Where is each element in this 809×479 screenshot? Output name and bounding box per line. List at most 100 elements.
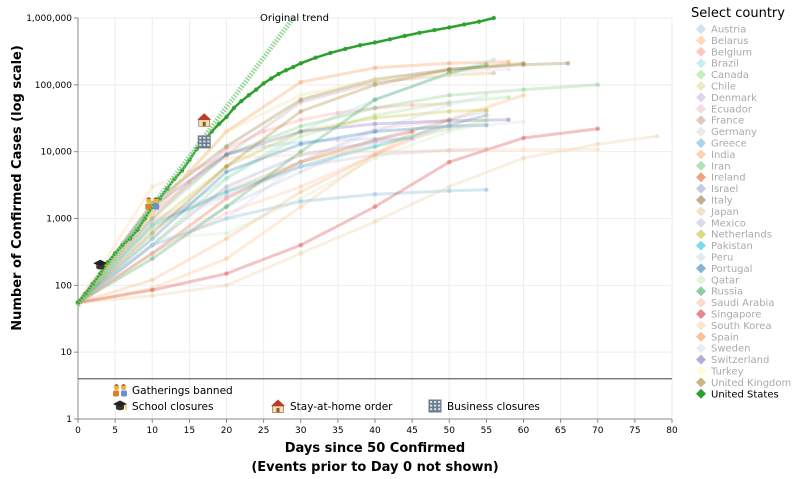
legend-item-peru[interactable]: Peru bbox=[696, 252, 733, 264]
legend-item-ireland[interactable]: Ireland bbox=[696, 172, 746, 184]
legend-swatch bbox=[696, 81, 706, 91]
data-point bbox=[224, 196, 229, 201]
data-point bbox=[372, 129, 378, 134]
series-pakistan bbox=[75, 112, 489, 306]
legend-item-russia[interactable]: Russia bbox=[696, 286, 743, 298]
event-gatherings-icon bbox=[145, 197, 160, 210]
legend-item-canada[interactable]: Canada bbox=[696, 69, 749, 82]
data-point bbox=[372, 149, 378, 155]
legend-item-chile[interactable]: Chile bbox=[696, 81, 736, 93]
legend-item-austria[interactable]: Austria bbox=[696, 24, 746, 36]
legend-item-greece[interactable]: Greece bbox=[696, 138, 747, 150]
data-point bbox=[224, 187, 229, 193]
data-point bbox=[446, 117, 452, 123]
data-point bbox=[372, 137, 378, 143]
legend-item-india[interactable]: India bbox=[696, 149, 736, 161]
data-point bbox=[224, 164, 229, 169]
legend-item-italy[interactable]: Italy bbox=[696, 195, 733, 207]
series-line bbox=[76, 118, 451, 305]
data-point bbox=[521, 92, 526, 98]
data-point bbox=[372, 97, 378, 103]
data-point bbox=[298, 159, 304, 165]
legend-item-switzerland[interactable]: Switzerland bbox=[696, 354, 769, 367]
data-point bbox=[149, 226, 155, 232]
legend-item-japan[interactable]: Japan bbox=[696, 206, 739, 218]
legend-item-qatar[interactable]: Qatar bbox=[696, 274, 740, 287]
data-point bbox=[298, 189, 304, 195]
x-axis-title: Days since 50 Confirmed bbox=[285, 441, 465, 456]
legend-item-france[interactable]: France bbox=[696, 115, 744, 127]
x-tick-label: 70 bbox=[592, 426, 604, 436]
legend-item-pakistan[interactable]: Pakistan bbox=[696, 240, 753, 253]
data-point bbox=[261, 81, 266, 86]
legend-item-belarus[interactable]: Belarus bbox=[696, 35, 749, 47]
data-point bbox=[461, 22, 467, 27]
data-point bbox=[357, 43, 363, 48]
data-point bbox=[298, 164, 304, 169]
legend-label: United States bbox=[711, 389, 779, 400]
data-point bbox=[446, 70, 452, 76]
data-point bbox=[372, 152, 378, 158]
legend-item-belgium[interactable]: Belgium bbox=[696, 46, 752, 59]
data-point bbox=[149, 251, 155, 256]
data-point bbox=[298, 149, 304, 155]
data-point bbox=[446, 72, 452, 78]
data-point bbox=[446, 72, 452, 78]
data-point bbox=[224, 175, 229, 181]
legend-item-mexico[interactable]: Mexico bbox=[696, 217, 746, 230]
event-legend-home-icon bbox=[271, 399, 285, 413]
data-point bbox=[224, 169, 229, 175]
legend-label: Chile bbox=[711, 82, 736, 93]
series-line bbox=[76, 120, 525, 305]
legend-item-singapore[interactable]: Singapore bbox=[696, 309, 761, 321]
legend-label: Israel bbox=[711, 184, 738, 195]
legend-item-united-kingdom[interactable]: United Kingdom bbox=[696, 377, 791, 389]
data-point bbox=[372, 121, 378, 127]
data-point bbox=[298, 97, 304, 103]
data-point bbox=[446, 92, 452, 98]
legend-label: Belarus bbox=[711, 36, 749, 47]
x-tick-label: 45 bbox=[406, 426, 417, 436]
data-point bbox=[224, 155, 229, 161]
data-point bbox=[298, 199, 304, 204]
legend-item-sweden[interactable]: Sweden bbox=[696, 343, 751, 355]
series-line bbox=[76, 83, 600, 305]
data-point bbox=[298, 92, 304, 98]
legend-item-spain[interactable]: Spain bbox=[696, 331, 739, 344]
legend-item-netherlands[interactable]: Netherlands bbox=[696, 229, 772, 241]
series-line bbox=[76, 63, 488, 305]
data-point bbox=[216, 121, 222, 127]
data-point bbox=[595, 82, 601, 88]
data-point bbox=[372, 136, 378, 142]
legend-item-israel[interactable]: Israel bbox=[696, 183, 738, 196]
legend-item-iran[interactable]: Iran bbox=[696, 160, 731, 173]
series-line bbox=[76, 109, 488, 305]
legend-item-turkey[interactable]: Turkey bbox=[696, 366, 744, 378]
data-point bbox=[565, 60, 571, 66]
legend-item-united-states[interactable]: United States bbox=[696, 388, 779, 401]
data-point bbox=[149, 251, 155, 256]
legend-item-south-korea[interactable]: South Korea bbox=[696, 320, 772, 332]
legend-swatch bbox=[696, 331, 706, 342]
y-tick-label: 100,000 bbox=[35, 81, 72, 91]
data-point bbox=[372, 77, 378, 82]
legend-item-saudi-arabia[interactable]: Saudi Arabia bbox=[696, 297, 774, 310]
legend-swatch bbox=[696, 160, 706, 171]
data-point bbox=[149, 210, 155, 216]
data-point bbox=[224, 146, 229, 152]
data-point bbox=[446, 102, 452, 108]
legend-item-portugal[interactable]: Portugal bbox=[696, 263, 752, 275]
legend-item-brazil[interactable]: Brazil bbox=[696, 58, 739, 70]
legend-item-denmark[interactable]: Denmark bbox=[696, 92, 757, 104]
legend-item-ecuador[interactable]: Ecuador bbox=[696, 103, 753, 116]
legend-swatch bbox=[696, 172, 706, 183]
legend-label: Greece bbox=[711, 139, 747, 150]
y-tick-label: 10 bbox=[61, 348, 73, 358]
legend-label: Netherlands bbox=[711, 230, 772, 241]
data-point bbox=[372, 77, 378, 82]
data-point bbox=[149, 210, 155, 216]
data-point bbox=[224, 164, 229, 169]
series-line bbox=[76, 72, 488, 305]
legend-item-germany[interactable]: Germany bbox=[696, 126, 757, 139]
